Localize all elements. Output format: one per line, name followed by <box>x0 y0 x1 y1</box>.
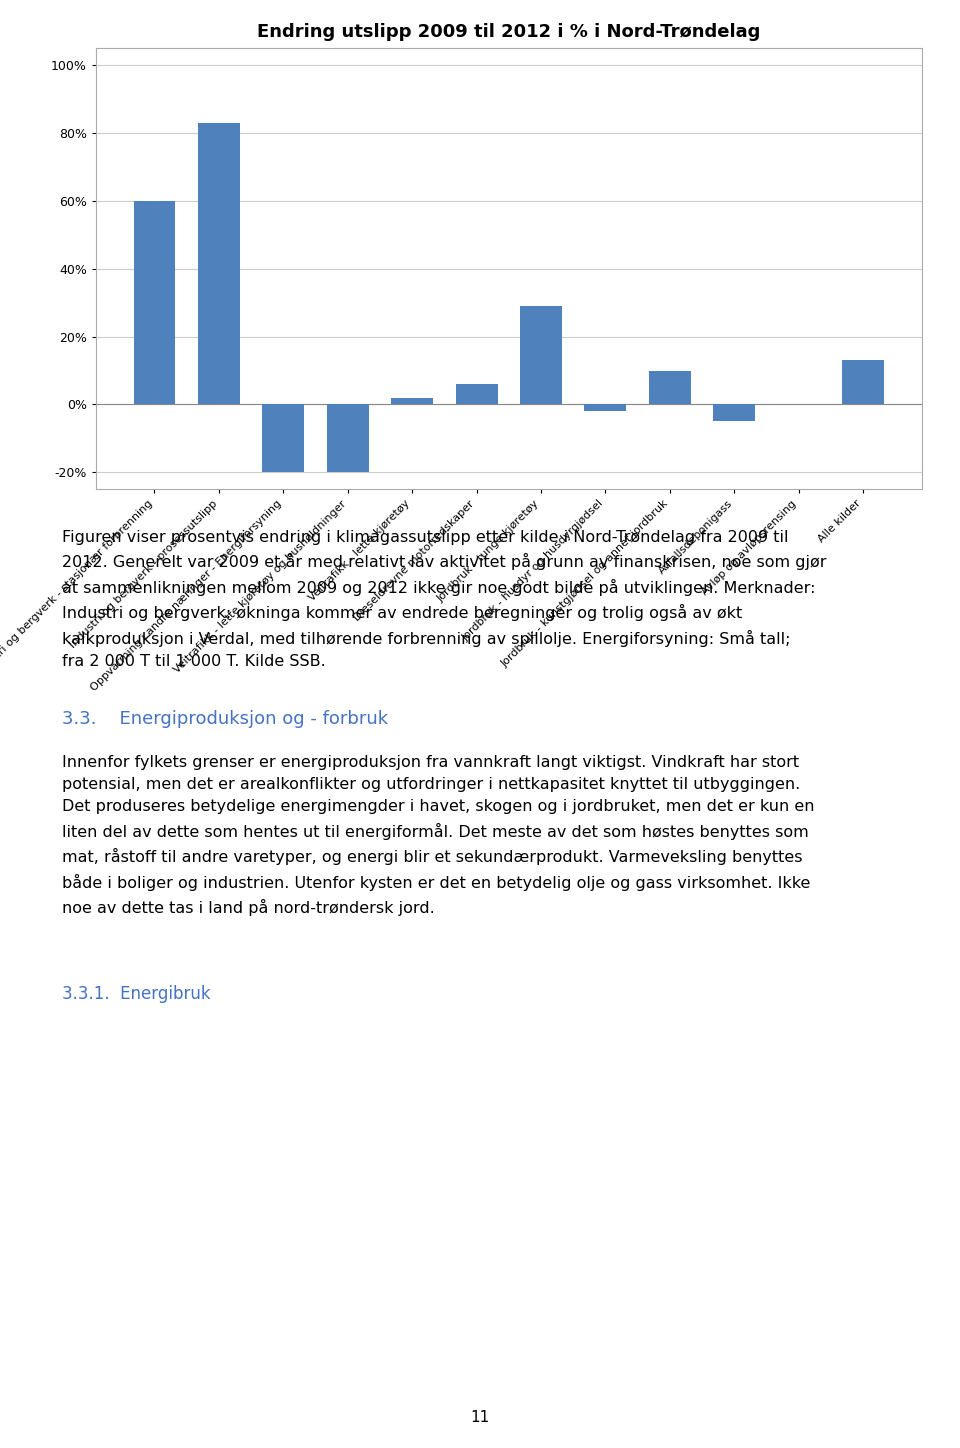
Bar <box>326 404 369 472</box>
Bar <box>842 361 884 404</box>
Bar <box>392 398 433 404</box>
Title: Endring utslipp 2009 til 2012 i % i Nord-Trøndelag: Endring utslipp 2009 til 2012 i % i Nord… <box>257 23 760 41</box>
Bar <box>262 404 304 472</box>
Bar <box>456 384 497 404</box>
Text: 11: 11 <box>470 1410 490 1425</box>
Bar <box>198 123 240 404</box>
Bar <box>585 404 626 411</box>
Bar <box>520 306 562 404</box>
Text: Innenfor fylkets grenser er energiproduksjon fra vannkraft langt viktigst. Vindk: Innenfor fylkets grenser er energiproduk… <box>62 754 815 917</box>
Bar <box>133 201 176 404</box>
Text: Figuren viser prosentvis endring i klimagassutslipp etter kilde i Nord-Trøndelag: Figuren viser prosentvis endring i klima… <box>62 530 827 669</box>
Text: 3.3.    Energiproduksjon og - forbruk: 3.3. Energiproduksjon og - forbruk <box>62 710 389 728</box>
Bar <box>649 371 691 404</box>
Bar <box>713 404 756 421</box>
Text: 3.3.1.  Energibruk: 3.3.1. Energibruk <box>62 985 211 1003</box>
